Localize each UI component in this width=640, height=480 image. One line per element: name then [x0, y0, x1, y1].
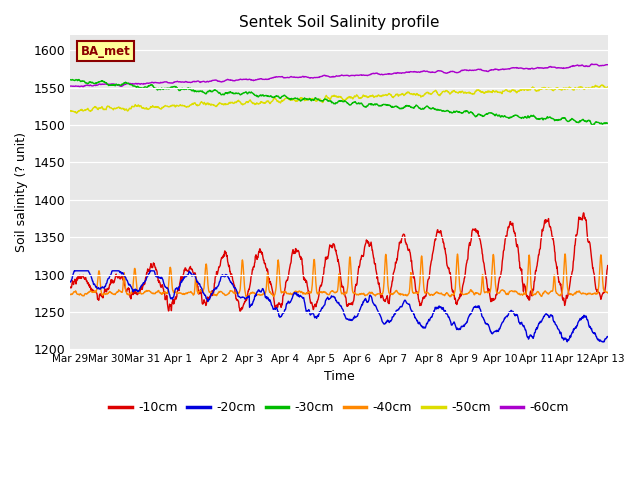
-20cm [71, 268, 79, 274]
-30cm [108, 82, 116, 88]
-40cm [67, 291, 74, 297]
Title: Sentek Soil Salinity profile: Sentek Soil Salinity profile [239, 15, 439, 30]
-50cm [598, 82, 605, 88]
Line: -40cm: -40cm [70, 254, 608, 297]
-30cm [316, 98, 323, 104]
-30cm [131, 83, 138, 89]
-20cm [604, 334, 612, 339]
-40cm [244, 294, 252, 300]
Text: BA_met: BA_met [81, 45, 131, 58]
-10cm [372, 270, 380, 276]
-40cm [295, 288, 303, 294]
-20cm [131, 288, 138, 294]
-10cm [108, 277, 116, 283]
-50cm [372, 93, 380, 99]
-30cm [372, 101, 380, 107]
-10cm [236, 308, 244, 314]
-40cm [604, 290, 612, 296]
-10cm [604, 263, 612, 268]
X-axis label: Time: Time [324, 370, 355, 383]
-20cm [316, 309, 323, 314]
-50cm [67, 108, 74, 114]
-10cm [130, 288, 138, 294]
-50cm [131, 104, 138, 110]
Line: -30cm: -30cm [70, 80, 608, 125]
Y-axis label: Soil salinity (? unit): Soil salinity (? unit) [15, 132, 28, 252]
-40cm [316, 290, 323, 296]
-40cm [306, 289, 314, 295]
-30cm [75, 77, 83, 83]
Line: -60cm: -60cm [70, 64, 608, 87]
Line: -20cm: -20cm [70, 271, 608, 342]
-10cm [306, 296, 314, 301]
-40cm [130, 275, 138, 280]
-40cm [372, 292, 380, 298]
-30cm [295, 97, 303, 103]
-30cm [604, 120, 612, 126]
-60cm [316, 74, 323, 80]
-20cm [306, 311, 314, 316]
-60cm [306, 75, 314, 81]
-50cm [604, 84, 612, 90]
-20cm [563, 339, 571, 345]
-50cm [306, 96, 314, 102]
-60cm [67, 83, 74, 89]
-20cm [67, 279, 74, 285]
-60cm [131, 81, 138, 87]
-10cm [295, 249, 303, 254]
-60cm [372, 70, 380, 76]
-50cm [72, 110, 80, 116]
-60cm [108, 81, 116, 87]
-30cm [67, 77, 74, 83]
Legend: -10cm, -20cm, -30cm, -40cm, -50cm, -60cm: -10cm, -20cm, -30cm, -40cm, -50cm, -60cm [104, 396, 574, 420]
-20cm [372, 305, 380, 311]
-30cm [306, 96, 314, 102]
-10cm [316, 287, 323, 292]
-10cm [67, 285, 74, 290]
-30cm [588, 122, 596, 128]
-40cm [108, 290, 116, 296]
-60cm [604, 62, 612, 68]
-10cm [580, 210, 588, 216]
-40cm [561, 251, 569, 257]
-20cm [295, 293, 303, 299]
-60cm [79, 84, 87, 90]
-60cm [295, 74, 303, 80]
-20cm [108, 268, 116, 274]
-50cm [108, 106, 116, 111]
Line: -10cm: -10cm [70, 213, 608, 311]
-50cm [295, 96, 303, 102]
Line: -50cm: -50cm [70, 85, 608, 113]
-60cm [588, 61, 596, 67]
-50cm [316, 96, 323, 102]
